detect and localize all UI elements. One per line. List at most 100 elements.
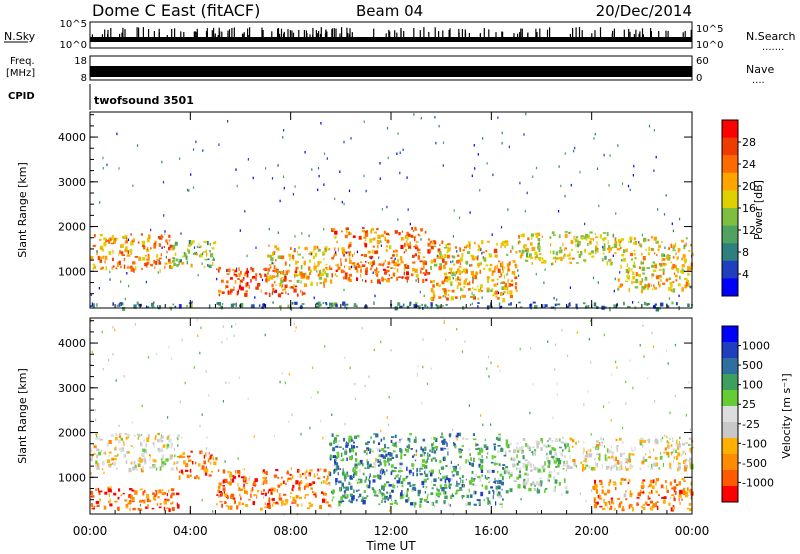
range-gate-cell (547, 465, 550, 469)
range-gate-cell (299, 488, 301, 492)
range-gate-cell (345, 227, 349, 230)
colorbar-swatch (722, 155, 738, 174)
range-gate-cell (465, 459, 467, 464)
nsky-spike (400, 30, 402, 37)
range-gate-cell (633, 249, 636, 252)
range-gate-cell (493, 490, 495, 495)
range-gate-cell (488, 502, 491, 505)
range-gate-cell (518, 236, 520, 239)
scatter-cell (603, 153, 605, 157)
scatter-cell (379, 177, 381, 180)
nsky-spike (205, 31, 208, 37)
range-gate-cell (674, 265, 677, 269)
range-gate-cell (337, 267, 339, 271)
scatter-cell (663, 254, 665, 257)
range-gate-cell (238, 487, 241, 491)
range-gate-cell (477, 302, 480, 304)
range-gate-cell (431, 242, 434, 245)
range-gate-cell (239, 279, 243, 283)
range-gate-cell (93, 452, 96, 455)
range-gate-cell (156, 254, 159, 258)
range-gate-cell (344, 276, 347, 280)
range-gate-cell (577, 243, 580, 248)
range-gate-cell (335, 440, 338, 444)
range-gate-cell (309, 269, 313, 273)
range-gate-cell (653, 236, 657, 241)
range-gate-cell (522, 438, 526, 441)
range-gate-cell (183, 251, 186, 255)
range-gate-cell (627, 275, 631, 280)
range-gate-cell (606, 232, 609, 237)
velocity-colorbar-label: Velocity [m s⁻¹] (780, 373, 793, 458)
scatter-cell (402, 148, 404, 152)
range-gate-cell (129, 249, 133, 253)
range-gate-cell (524, 249, 528, 252)
range-gate-cell (364, 243, 368, 248)
range-gate-cell (194, 251, 196, 254)
range-gate-cell (643, 301, 647, 306)
range-gate-cell (659, 455, 663, 460)
range-gate-cell (325, 267, 328, 269)
range-gate-cell (505, 442, 509, 447)
range-gate-cell (470, 270, 474, 276)
range-gate-cell (474, 256, 477, 259)
range-gate-cell (594, 483, 596, 486)
range-gate-cell (658, 263, 663, 266)
range-gate-cell (377, 244, 379, 249)
range-gate-cell (489, 263, 493, 267)
range-gate-cell (274, 289, 278, 294)
scatter-cell (380, 244, 382, 247)
range-gate-cell (380, 234, 385, 238)
range-gate-cell (479, 465, 484, 470)
range-gate-cell (369, 480, 371, 485)
range-gate-cell (158, 257, 162, 260)
range-gate-cell (538, 253, 542, 255)
range-gate-cell (308, 472, 311, 477)
range-gate-cell (685, 242, 687, 247)
range-gate-cell (362, 463, 364, 466)
range-gate-cell (386, 269, 390, 273)
scatter-cell (394, 257, 396, 261)
range-gate-cell (463, 280, 465, 284)
scatter-cell (310, 252, 312, 256)
range-gate-cell (534, 449, 537, 452)
range-gate-cell (633, 261, 636, 265)
scatter-cell (497, 291, 500, 295)
range-gate-cell (133, 447, 135, 449)
range-gate-cell (131, 500, 135, 503)
range-gate-cell (224, 501, 227, 505)
range-gate-cell (257, 282, 261, 287)
range-gate-cell (390, 267, 393, 269)
range-gate-cell (412, 484, 416, 486)
range-gate-cell (553, 488, 556, 493)
range-gate-cell (634, 446, 636, 452)
range-gate-cell (454, 246, 457, 249)
range-gate-cell (364, 230, 368, 234)
range-gate-cell (611, 261, 613, 266)
range-gate-cell (443, 491, 447, 495)
scatter-cell (427, 493, 429, 497)
scatter-cell (181, 338, 183, 342)
range-gate-cell (434, 445, 439, 449)
scatter-cell (288, 372, 290, 376)
scatter-cell (202, 149, 204, 152)
range-gate-cell (548, 437, 552, 441)
scatter-cell (407, 208, 409, 211)
range-gate-cell (625, 248, 628, 253)
range-gate-cell (629, 490, 632, 494)
range-gate-cell (637, 301, 640, 304)
range-gate-cell (509, 294, 513, 299)
range-gate-cell (276, 489, 279, 493)
range-gate-cell (407, 265, 410, 269)
range-gate-cell (141, 452, 145, 457)
range-gate-cell (165, 239, 168, 243)
scatter-cell (197, 274, 199, 277)
scatter-cell (450, 260, 452, 264)
range-gate-cell (208, 304, 211, 309)
range-gate-cell (487, 498, 489, 501)
scatter-cell (614, 277, 616, 281)
range-gate-cell (96, 303, 98, 307)
range-gate-cell (632, 507, 634, 512)
scatter-cell (641, 233, 643, 237)
range-gate-cell (570, 231, 572, 234)
